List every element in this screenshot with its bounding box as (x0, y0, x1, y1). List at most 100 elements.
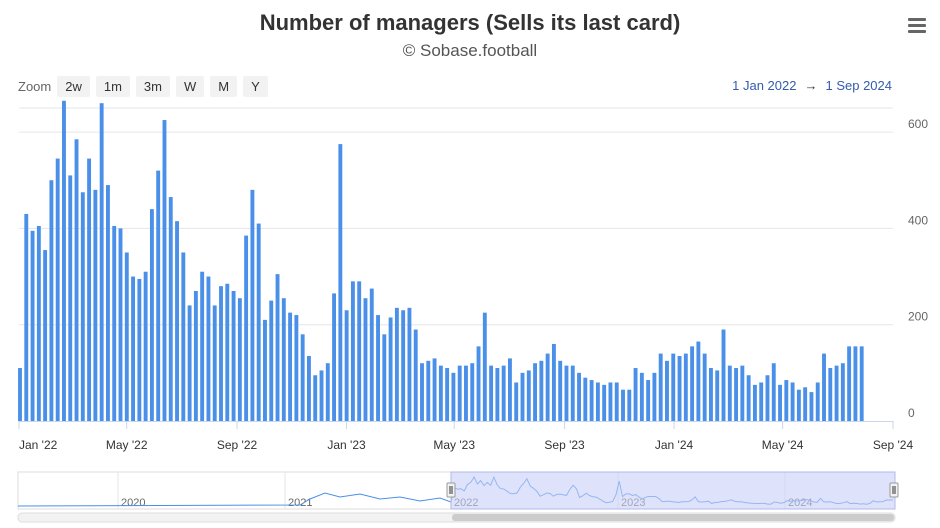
bar (595, 382, 600, 421)
bar (558, 360, 563, 421)
bar (105, 185, 110, 421)
bar (137, 278, 142, 421)
bar (734, 368, 739, 421)
bar (87, 158, 92, 422)
bar (388, 317, 393, 421)
zoom-y-button[interactable]: Y (243, 75, 268, 97)
bar (696, 341, 701, 421)
bar (671, 353, 676, 421)
bar (702, 353, 707, 421)
bar (62, 100, 66, 422)
chart-title: Number of managers (Sells its last card) (259, 10, 681, 35)
x-tick-label: Sep '24 (873, 438, 914, 452)
bar (784, 380, 789, 421)
bar (614, 382, 619, 421)
x-tick-label: May '23 (433, 438, 475, 452)
bar (420, 363, 424, 421)
bar (853, 346, 858, 421)
range-arrow: → (804, 78, 818, 93)
y-tick-label: 0 (908, 406, 915, 420)
bar (426, 360, 431, 421)
bar (162, 120, 167, 422)
scrollbar-thumb[interactable] (452, 514, 894, 521)
hamburger-icon[interactable] (908, 18, 926, 34)
bar (93, 189, 98, 421)
bar (759, 382, 764, 421)
bar (131, 276, 136, 421)
bar (24, 213, 29, 421)
navigator-selection (450, 471, 896, 510)
range-to[interactable]: 1 Sep 2024 (825, 78, 892, 93)
bar (708, 368, 713, 421)
bar (124, 252, 129, 421)
bar (256, 223, 261, 421)
bar (526, 370, 531, 421)
zoom-label: Zoom (18, 78, 52, 94)
bar (376, 315, 380, 421)
bar (68, 175, 73, 421)
bar (809, 392, 814, 421)
bar (445, 368, 450, 421)
y-tick-label: 400 (908, 213, 928, 227)
bar (539, 360, 544, 421)
bar (112, 225, 117, 421)
bar (281, 298, 286, 421)
bar (149, 209, 154, 421)
bar (294, 315, 299, 421)
bar (49, 180, 54, 421)
bar (175, 221, 179, 421)
navigator-year-label: 2020 (121, 497, 145, 509)
bar (382, 334, 387, 421)
bar (796, 389, 801, 421)
bar (55, 158, 60, 422)
bar (394, 307, 399, 421)
bar (212, 305, 217, 421)
y-tick-label: 600 (908, 117, 928, 131)
bar (237, 298, 242, 421)
bar (225, 283, 230, 421)
bar (533, 363, 538, 421)
y-tick-label: 200 (908, 310, 928, 324)
bar (771, 363, 776, 421)
bar (652, 372, 657, 421)
bar (790, 382, 795, 421)
x-tick-label: Jan '23 (327, 438, 366, 452)
x-tick-label: Sep '22 (217, 438, 258, 452)
bar (275, 274, 280, 421)
bar (432, 358, 437, 421)
bar (815, 382, 820, 421)
zoom-2w-button[interactable]: 2w (57, 75, 90, 97)
bar (36, 225, 41, 421)
bar (765, 375, 770, 421)
bar (369, 288, 374, 421)
bar (746, 375, 751, 421)
bar (118, 228, 123, 421)
bar (803, 387, 808, 421)
x-tick-label: May '22 (106, 438, 148, 452)
zoom-m-button[interactable]: M (210, 75, 238, 97)
bar (156, 170, 161, 421)
range-from[interactable]: 1 Jan 2022 (732, 78, 797, 93)
bar (306, 355, 311, 421)
bar (413, 329, 418, 421)
zoom-w-button[interactable]: W (175, 75, 205, 97)
bar (677, 355, 682, 421)
navigator-right-handle[interactable] (889, 482, 899, 498)
bar (319, 370, 324, 421)
bar (269, 300, 274, 421)
bar (840, 363, 845, 421)
bar (325, 363, 330, 421)
bar (457, 365, 462, 421)
bar (520, 372, 525, 421)
zoom-1m-button[interactable]: 1m (95, 75, 130, 97)
navigator-left-handle[interactable] (446, 482, 456, 498)
bar (627, 389, 632, 421)
bar (834, 365, 839, 421)
zoom-3m-button[interactable]: 3m (135, 75, 170, 97)
bar (847, 346, 852, 421)
bar (476, 346, 481, 421)
bar (740, 365, 745, 421)
bar (665, 360, 669, 421)
bar (489, 365, 494, 421)
